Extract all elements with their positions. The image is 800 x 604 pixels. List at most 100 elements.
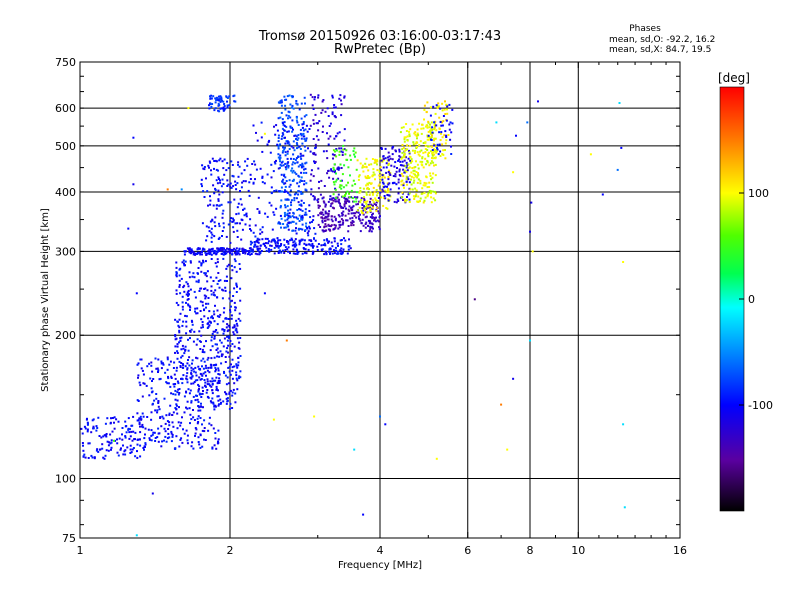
- data-point: [331, 245, 334, 248]
- data-point: [208, 422, 211, 425]
- data-point: [252, 124, 255, 127]
- data-point: [157, 440, 160, 443]
- data-point: [339, 202, 341, 205]
- data-point: [184, 349, 187, 352]
- data-point: [222, 222, 225, 225]
- data-point: [376, 192, 379, 195]
- data-point: [279, 160, 281, 163]
- data-point: [415, 175, 418, 178]
- data-point: [343, 196, 346, 199]
- data-point: [329, 229, 332, 232]
- data-point: [358, 217, 360, 220]
- data-point: [303, 168, 305, 171]
- data-point: [183, 290, 186, 293]
- data-point: [229, 241, 232, 244]
- data-point: [321, 229, 324, 232]
- data-point: [378, 212, 381, 215]
- data-point: [232, 230, 235, 233]
- data-point: [418, 122, 421, 125]
- data-point: [270, 176, 273, 179]
- data-point: [423, 191, 426, 194]
- data-point: [317, 187, 320, 190]
- data-point: [324, 219, 327, 222]
- data-point: [327, 143, 330, 146]
- data-point: [433, 126, 436, 129]
- data-point: [333, 240, 336, 243]
- data-point: [327, 115, 330, 117]
- data-point: [202, 167, 205, 170]
- data-point: [400, 183, 403, 186]
- data-point: [325, 150, 328, 153]
- data-point: [311, 104, 314, 107]
- data-point: [200, 270, 203, 273]
- data-point: [393, 165, 396, 168]
- data-point: [300, 204, 303, 207]
- data-point: [210, 364, 213, 366]
- data-point: [334, 169, 336, 172]
- data-point: [224, 289, 227, 292]
- data-point: [426, 186, 429, 189]
- data-point: [197, 415, 200, 418]
- data-point: [299, 148, 302, 150]
- data-point: [214, 330, 217, 333]
- data-point: [164, 435, 167, 438]
- data-point: [448, 103, 451, 106]
- data-point: [197, 436, 200, 439]
- data-point: [226, 323, 229, 326]
- data-point: [350, 212, 353, 215]
- data-point: [210, 106, 213, 108]
- data-point: [259, 244, 262, 247]
- data-point: [170, 377, 173, 379]
- data-point: [234, 180, 237, 183]
- data-point: [137, 374, 140, 377]
- data-point: [131, 448, 134, 451]
- data-point: [384, 185, 387, 188]
- data-point: [374, 178, 376, 181]
- data-point: [139, 425, 141, 428]
- data-point: [326, 215, 329, 218]
- data-point: [202, 372, 205, 375]
- data-point: [328, 125, 331, 127]
- data-point: [149, 377, 152, 380]
- data-point: [210, 289, 213, 292]
- data-point: [139, 431, 142, 434]
- data-point: [122, 453, 125, 456]
- data-point: [168, 412, 171, 415]
- data-point: [187, 338, 189, 341]
- data-point: [180, 356, 183, 359]
- data-point: [262, 243, 265, 246]
- data-point: [207, 366, 210, 369]
- data-point: [164, 430, 167, 433]
- data-point: [202, 190, 205, 193]
- data-point: [151, 370, 154, 373]
- data-point: [283, 252, 286, 254]
- data-point: [355, 210, 358, 213]
- data-point: [203, 419, 206, 422]
- data-point: [369, 200, 371, 203]
- data-point: [214, 370, 217, 373]
- data-point: [216, 309, 219, 312]
- data-point: [338, 97, 341, 100]
- data-point: [139, 415, 142, 418]
- chart-title: Tromsø 20150926 03:16:00-03:17:43: [258, 29, 501, 44]
- data-point: [373, 218, 376, 221]
- data-point: [212, 280, 215, 282]
- data-point: [451, 122, 454, 125]
- data-point: [329, 205, 332, 208]
- data-point: [212, 310, 215, 313]
- data-point: [154, 409, 157, 412]
- data-point: [324, 205, 327, 208]
- data-point: [526, 121, 529, 124]
- data-point: [311, 242, 314, 245]
- data-point: [357, 203, 359, 206]
- data-point: [297, 251, 300, 254]
- data-point: [302, 154, 305, 157]
- data-point: [305, 124, 308, 127]
- data-point: [345, 149, 348, 152]
- data-point: [367, 219, 370, 222]
- data-point: [209, 250, 212, 253]
- data-point: [417, 178, 420, 181]
- data-point: [141, 423, 144, 426]
- data-point: [218, 248, 221, 251]
- data-point: [311, 96, 314, 99]
